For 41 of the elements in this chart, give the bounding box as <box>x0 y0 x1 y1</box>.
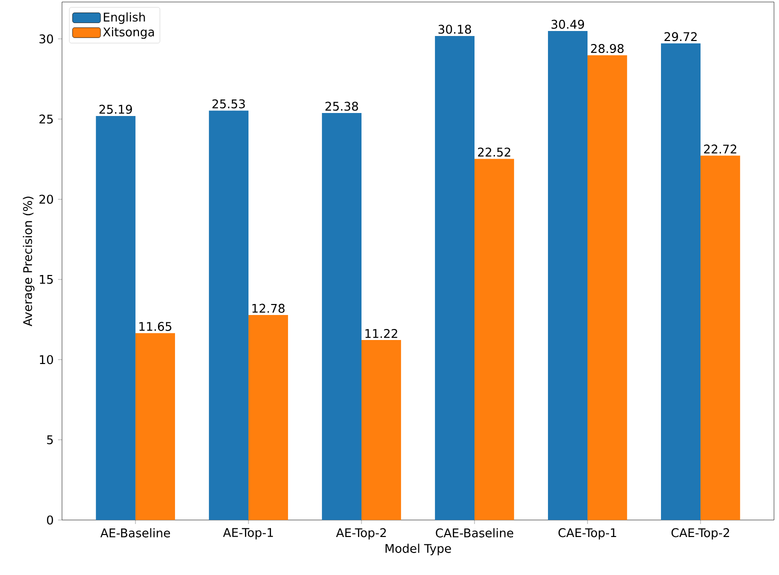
bar <box>474 158 514 520</box>
bar <box>322 112 362 520</box>
data-label: 30.18 <box>438 24 472 34</box>
x-tick-label: CAE-Baseline <box>436 528 514 538</box>
legend-label: Xitsonga <box>103 27 154 39</box>
data-label: 30.49 <box>552 20 584 29</box>
bar <box>660 43 701 520</box>
bar <box>96 116 136 520</box>
bar <box>434 36 475 520</box>
data-label: 22.52 <box>478 148 510 157</box>
data-label: 25.53 <box>212 99 245 108</box>
bar <box>548 31 588 520</box>
bar <box>135 333 176 520</box>
x-tick-label: AE-Top-2 <box>336 528 386 540</box>
data-label: 11.22 <box>365 328 398 338</box>
y-tick-label: 10 <box>40 355 54 364</box>
x-axis-title: Model Type <box>386 544 451 556</box>
x-tick-label: CAE-Top-1 <box>558 528 616 540</box>
legend-label: English <box>104 12 145 24</box>
y-tick-label: 0 <box>46 515 54 525</box>
data-label: 22.72 <box>704 144 736 154</box>
data-label: 29.72 <box>664 32 697 42</box>
data-label: 25.38 <box>325 102 358 111</box>
y-tick-label: 20 <box>39 194 54 204</box>
y-tick-label: 30 <box>40 34 54 44</box>
y-tick-label: 15 <box>40 274 53 284</box>
bar <box>588 55 628 520</box>
x-tick-label: AE-Top-1 <box>223 528 273 540</box>
bar <box>208 110 248 520</box>
bar <box>361 340 402 520</box>
data-label: 12.78 <box>252 304 285 313</box>
x-tick-label: CAE-Top-2 <box>672 528 730 540</box>
bar <box>700 156 740 520</box>
y-tick-label: 25 <box>39 114 53 124</box>
y-axis-title: Average Precision (%) <box>22 196 34 326</box>
bar <box>248 315 288 520</box>
data-label: 28.98 <box>591 44 624 54</box>
data-label: 11.65 <box>139 322 172 331</box>
data-label: 25.19 <box>99 104 132 114</box>
y-tick-label: 5 <box>47 435 53 444</box>
x-tick-label: AE-Baseline <box>100 528 170 538</box>
